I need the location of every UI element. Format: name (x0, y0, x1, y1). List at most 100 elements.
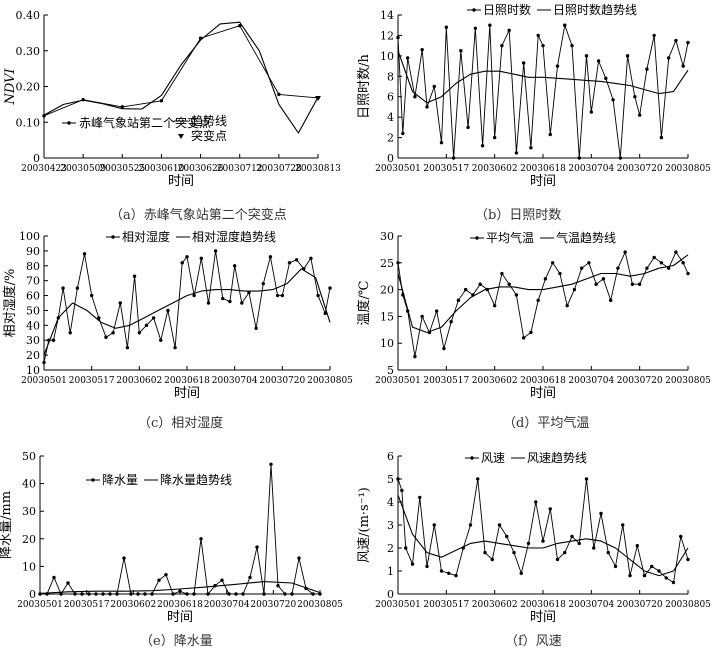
data-point (666, 266, 671, 270)
data-point (159, 338, 163, 342)
y-tick-label: 10 (22, 560, 36, 573)
data-point (132, 274, 137, 278)
data-point (596, 59, 601, 63)
data-point (73, 592, 77, 596)
data-point (143, 592, 147, 596)
data-point (628, 573, 632, 578)
x-tick-label: 20030610 (139, 164, 185, 174)
data-point (483, 550, 487, 555)
data-point (507, 282, 511, 286)
series-line-data (43, 25, 319, 117)
x-axis-label: 时间 (530, 174, 556, 189)
data-point (579, 266, 584, 270)
data-point (674, 38, 678, 43)
data-point (584, 54, 589, 58)
data-point (618, 156, 623, 160)
x-tick-label: 20030602 (472, 376, 518, 386)
change-point (315, 95, 321, 101)
data-point (297, 556, 301, 560)
data-point (164, 572, 168, 577)
data-point (633, 95, 637, 99)
data-point (144, 323, 149, 328)
data-point (492, 135, 497, 140)
y-axis-label: 日照时数/h (357, 54, 372, 119)
x-tick-label: 20030712 (217, 164, 263, 174)
data-point (459, 49, 463, 53)
x-tick-label: 20030805 (307, 376, 353, 386)
data-point (611, 98, 615, 102)
data-point (456, 298, 461, 303)
data-point (420, 314, 424, 319)
data-point (283, 592, 287, 596)
data-point (232, 264, 237, 268)
data-point (206, 592, 210, 596)
data-point (318, 592, 322, 596)
data-point (261, 281, 265, 286)
legend-f: 风速 风速趋势线 (465, 451, 587, 465)
data-point (434, 309, 439, 313)
y-tick-label: 30 (26, 334, 40, 347)
data-point (262, 592, 266, 596)
data-point (666, 56, 671, 60)
data-point (396, 261, 400, 265)
y-tick-label: 0.10 (16, 116, 41, 129)
data-point (664, 576, 668, 580)
y-tick-label: 80 (26, 260, 40, 273)
data-point (104, 335, 108, 339)
x-tick-label: 20030805 (297, 600, 343, 610)
data-point (277, 92, 281, 97)
data-point (89, 293, 94, 298)
x-tick-label: 20030501 (21, 376, 67, 386)
x-tick-label: 20030618 (520, 164, 566, 174)
data-point (652, 33, 656, 38)
series-line-data (43, 250, 331, 363)
y-tick-label: 30 (22, 505, 36, 518)
data-point (254, 326, 258, 331)
data-point (439, 140, 444, 145)
legend-marker (91, 478, 95, 482)
x-tick-label: 20030805 (665, 600, 711, 610)
y-axis-label: 风速/(m·s⁻¹) (357, 487, 372, 563)
x-axis-label: 时间 (167, 610, 193, 625)
data-point (439, 569, 444, 573)
x-tick-label: 20030525 (99, 164, 145, 174)
y-tick-label: 10 (26, 364, 40, 377)
data-point (418, 495, 422, 500)
y-tick-label: 10 (380, 337, 394, 350)
caption-d: （d）平均气温 (503, 416, 590, 431)
y-tick-label: 50 (22, 450, 36, 463)
data-point (589, 110, 594, 114)
data-point (514, 151, 519, 155)
data-point (309, 256, 313, 261)
legend-marker (67, 121, 71, 125)
data-point (268, 255, 273, 259)
data-point (136, 592, 140, 596)
x-tick-label: 20030618 (157, 600, 203, 610)
data-point (519, 571, 523, 575)
chart-a: 0 0.10 0.20 0.30 0.40 20030423200305092003052… (3, 9, 341, 189)
data-point (449, 320, 453, 324)
x-tick-label: 20030602 (472, 164, 518, 174)
data-point (290, 592, 294, 596)
y-axis-label: 相对湿度/% (2, 269, 18, 338)
y-tick-label: 5 (387, 473, 394, 486)
data-point (536, 298, 540, 303)
y-tick-label: 2 (387, 542, 394, 555)
x-axis-label: 时间 (530, 386, 556, 401)
data-point (150, 592, 154, 596)
data-point (599, 511, 603, 516)
data-point (227, 592, 231, 596)
data-point (59, 592, 63, 596)
x-tick-label: 20030704 (204, 600, 250, 610)
data-point (213, 249, 218, 253)
data-point (80, 592, 84, 596)
y-tick-label: 12 (380, 29, 394, 42)
data-point (570, 43, 574, 48)
data-point (521, 61, 526, 65)
data-point (171, 592, 175, 596)
x-tick-label: 20030720 (259, 376, 305, 386)
data-point (234, 592, 238, 596)
data-point (442, 346, 446, 351)
data-point (512, 550, 516, 555)
